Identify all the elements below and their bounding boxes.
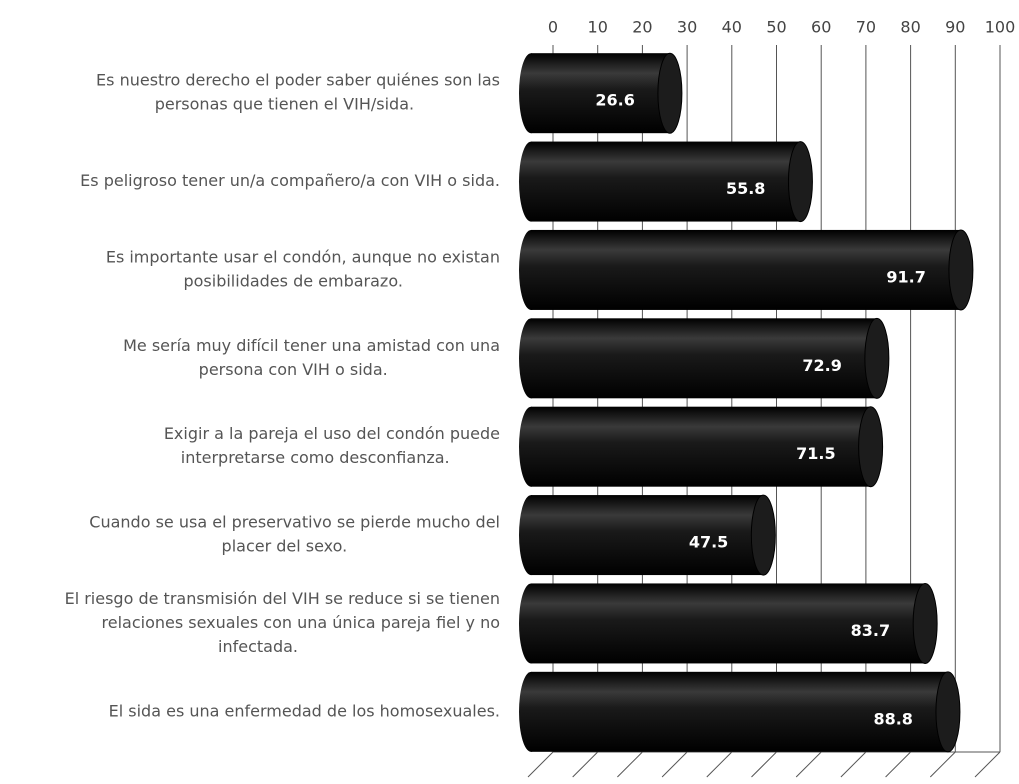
category-label: Es importante usar el condón, aunque no … — [106, 247, 500, 266]
value-label: 91.7 — [886, 267, 925, 286]
grid-floor-line — [974, 751, 1001, 778]
category-label: infectada. — [218, 637, 298, 656]
x-tick-label: 100 — [985, 18, 1016, 37]
bar — [531, 229, 961, 310]
bar-left-cap — [519, 583, 543, 664]
bar-end-cap — [912, 582, 938, 664]
x-tick-label: 70 — [856, 18, 876, 37]
grid-floor-line — [572, 751, 599, 778]
category-label: placer del sexo. — [222, 537, 348, 556]
x-tick-label: 40 — [722, 18, 742, 37]
bar — [531, 406, 871, 487]
bar-end-cap — [787, 141, 813, 223]
category-label: Exigir a la pareja el uso del condón pue… — [164, 424, 500, 443]
bar — [531, 583, 926, 664]
grid-floor-line — [885, 751, 911, 778]
grid-floor-line — [840, 751, 867, 778]
x-tick-label: 20 — [632, 18, 652, 37]
grid-floor-line — [706, 751, 733, 778]
category-label: Es nuestro derecho el poder saber quiéne… — [96, 71, 500, 90]
x-tick-label: 90 — [945, 18, 965, 37]
category-label: relaciones sexuales con una única pareja… — [102, 613, 500, 632]
category-label: interpretarse como desconfianza. — [181, 448, 450, 467]
bar-left-cap — [519, 671, 543, 752]
value-label: 71.5 — [796, 444, 835, 463]
bar-end-cap — [858, 406, 884, 488]
bar — [531, 141, 801, 222]
bar-left-cap — [519, 406, 543, 487]
value-label: 47.5 — [689, 533, 728, 552]
bar-left-cap — [519, 318, 543, 399]
x-tick-label: 80 — [900, 18, 920, 37]
value-label: 72.9 — [802, 356, 841, 375]
bar-left-cap — [519, 495, 543, 576]
grid-floor-line — [751, 751, 777, 778]
category-label: posibilidades de embarazo. — [183, 271, 402, 290]
value-label: 88.8 — [873, 709, 912, 728]
grid-floor-line — [795, 751, 822, 778]
bar-end-cap — [935, 671, 961, 753]
category-label: Cuando se usa el preservativo se pierde … — [89, 513, 500, 532]
bar-left-cap — [519, 53, 543, 134]
category-label: Es peligroso tener un/a compañero/a con … — [80, 171, 500, 190]
value-label: 26.6 — [595, 91, 634, 110]
category-label: Me sería muy difícil tener una amistad c… — [123, 336, 500, 355]
bar — [531, 671, 948, 752]
bar-end-cap — [750, 494, 776, 576]
grid-floor-line — [617, 751, 643, 778]
value-label: 83.7 — [851, 621, 890, 640]
grid-floor-line — [661, 751, 688, 778]
value-label: 55.8 — [726, 179, 765, 198]
category-label: El sida es una enfermedad de los homosex… — [109, 701, 500, 720]
x-tick-label: 10 — [588, 18, 608, 37]
category-label: persona con VIH o sida. — [199, 360, 388, 379]
bar-left-cap — [519, 141, 543, 222]
category-label: El riesgo de transmisión del VIH se redu… — [65, 589, 500, 608]
bar — [531, 318, 877, 399]
grid-floor-line — [527, 751, 554, 778]
bar-end-cap — [657, 52, 683, 134]
category-label: personas que tienen el VIH/sida. — [155, 95, 414, 114]
x-tick-label: 50 — [766, 18, 786, 37]
x-tick-label: 60 — [811, 18, 831, 37]
bar — [531, 495, 764, 576]
bar-left-cap — [519, 229, 543, 310]
bar — [531, 53, 670, 134]
x-tick-label: 30 — [677, 18, 697, 37]
bar-end-cap — [948, 229, 974, 311]
grid-floor-line — [929, 751, 956, 778]
x-tick-label: 0 — [548, 18, 558, 37]
bar-end-cap — [864, 317, 890, 399]
